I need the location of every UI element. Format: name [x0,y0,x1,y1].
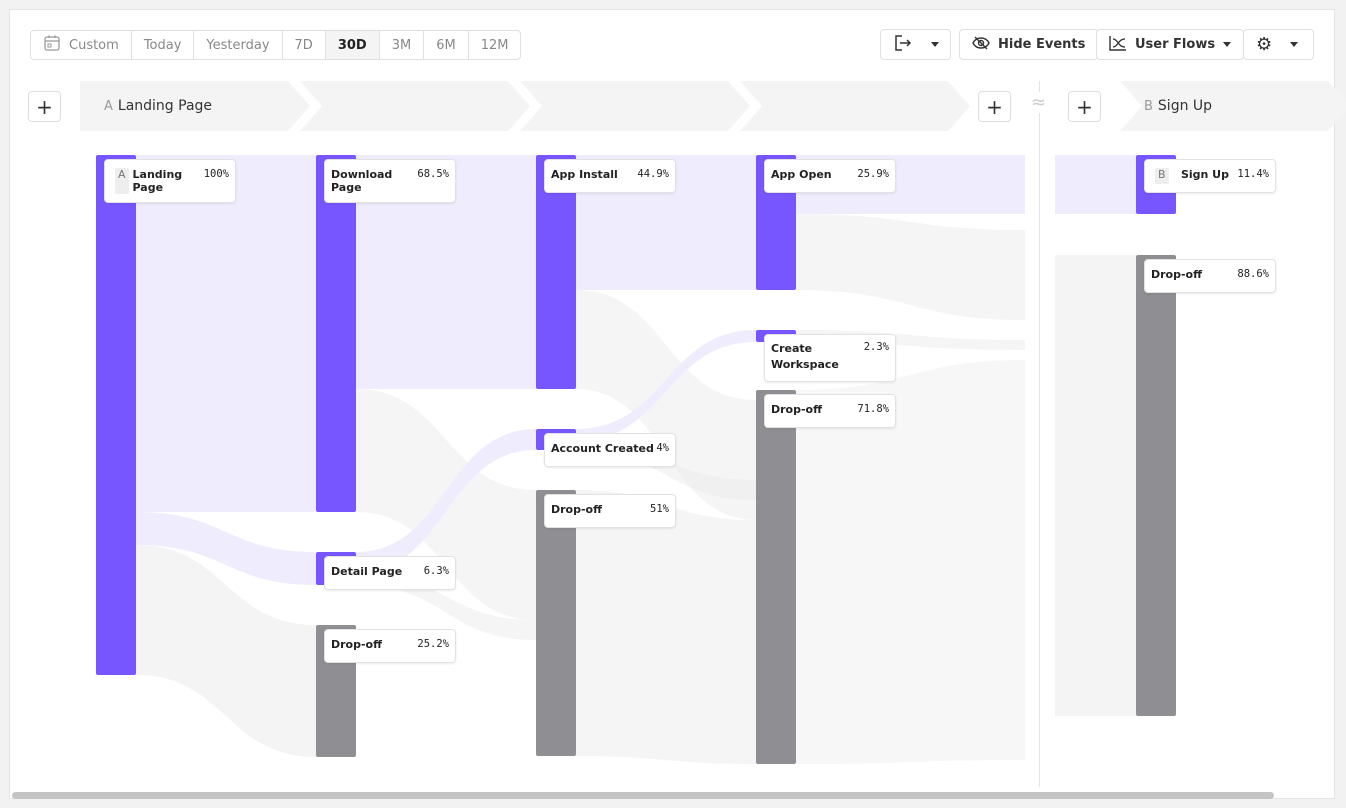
step-letter: A [104,98,113,114]
step-letter-badge: A [115,168,129,194]
node-percentage: 6.3% [423,565,449,577]
node-label[interactable]: Drop-off 25.2% [324,629,456,663]
step-header-3[interactable] [520,81,750,131]
column-divider [1039,81,1040,787]
node-percentage: 51% [650,503,669,515]
chart-type-dropdown[interactable]: User Flows [1096,29,1245,60]
node-percentage: 68.5% [417,168,449,180]
node-name: Download Page [331,168,393,194]
step-header-4[interactable] [740,81,970,131]
node-name: Drop-off [331,638,383,651]
node-name: Detail Page [331,565,403,578]
node-label[interactable]: Drop-off 51% [544,494,676,528]
node-name: Account Created [551,442,654,455]
node-percentage: 44.9% [637,168,669,180]
add-step-before-b-button[interactable]: + [1068,91,1101,122]
node-percentage: 4% [656,442,669,454]
node-name: Sign Up [1180,168,1229,181]
flows-icon [1109,35,1127,55]
step-header-2[interactable] [300,81,530,131]
step-letter: B [1144,98,1153,114]
step-name: Sign Up [1157,98,1213,114]
range-label: Custom [69,37,119,53]
node-percentage: 71.8% [857,403,889,415]
node-name: App Install [551,168,618,181]
range-6m[interactable]: 6M [424,31,469,59]
eye-off-icon [972,36,990,54]
node-label[interactable]: B Sign Up 11.4% [1144,159,1276,193]
node-label[interactable]: Create Workspace 2.3% [764,334,896,382]
node-name: Landing Page [132,168,183,194]
node-label[interactable]: App Install 44.9% [544,159,676,193]
node-name: Create Workspace [771,342,839,371]
gap-separator: ≈ [1031,92,1047,113]
range-custom[interactable]: Custom [31,31,132,59]
gear-icon: ⚙ [1256,33,1273,55]
node-label[interactable]: App Open 25.9% [764,159,896,193]
node-percentage: 88.6% [1237,268,1269,280]
range-7d[interactable]: 7D [283,31,326,59]
add-step-before-button[interactable]: + [28,91,61,122]
date-range-selector: Custom Today Yesterday 7D 30D 3M 6M 12M [30,30,522,60]
node-label[interactable]: A Landing Page 100% [104,159,236,203]
node-label[interactable]: Download Page 68.5% [324,159,456,203]
hide-events-label: Hide Events [998,37,1086,52]
node-percentage: 11.4% [1237,168,1269,180]
node-name: Drop-off [1151,268,1203,281]
hide-events-button[interactable]: Hide Events [959,29,1099,60]
range-3m[interactable]: 3M [380,31,425,59]
step-letter-badge: B [1155,168,1169,184]
node-label[interactable]: Drop-off 88.6% [1144,259,1276,293]
range-30d[interactable]: 30D [325,31,380,59]
export-button[interactable] [880,29,951,60]
calendar-icon [43,34,61,56]
node-percentage: 2.3% [863,341,889,353]
add-step-after-button[interactable]: + [978,91,1011,122]
node-percentage: 100% [203,168,229,180]
node-percentage: 25.9% [857,168,889,180]
node-name: Drop-off [551,503,603,516]
node-name: Drop-off [771,403,823,416]
step-name: Landing Page [117,98,213,114]
node-label[interactable]: Account Created 4% [544,433,676,467]
step-a-header[interactable]: A Landing Page [80,81,310,131]
horizontal-scrollbar[interactable] [12,792,1274,799]
chevron-down-icon [1223,42,1232,47]
step-b-header[interactable]: B Sign Up [1120,81,1346,131]
node-percentage: 25.2% [417,638,449,650]
range-12m[interactable]: 12M [480,37,509,53]
settings-button[interactable]: ⚙ [1243,29,1314,60]
node-label[interactable]: Drop-off 71.8% [764,394,896,428]
export-icon [893,34,913,56]
chevron-down-icon [1290,42,1299,47]
node-name: App Open [771,168,832,181]
range-today[interactable]: Today [132,31,195,59]
range-yesterday[interactable]: Yesterday [194,31,283,59]
chart-type-label: User Flows [1135,37,1216,52]
node-label[interactable]: Detail Page 6.3% [324,556,456,590]
chevron-down-icon [931,42,939,47]
